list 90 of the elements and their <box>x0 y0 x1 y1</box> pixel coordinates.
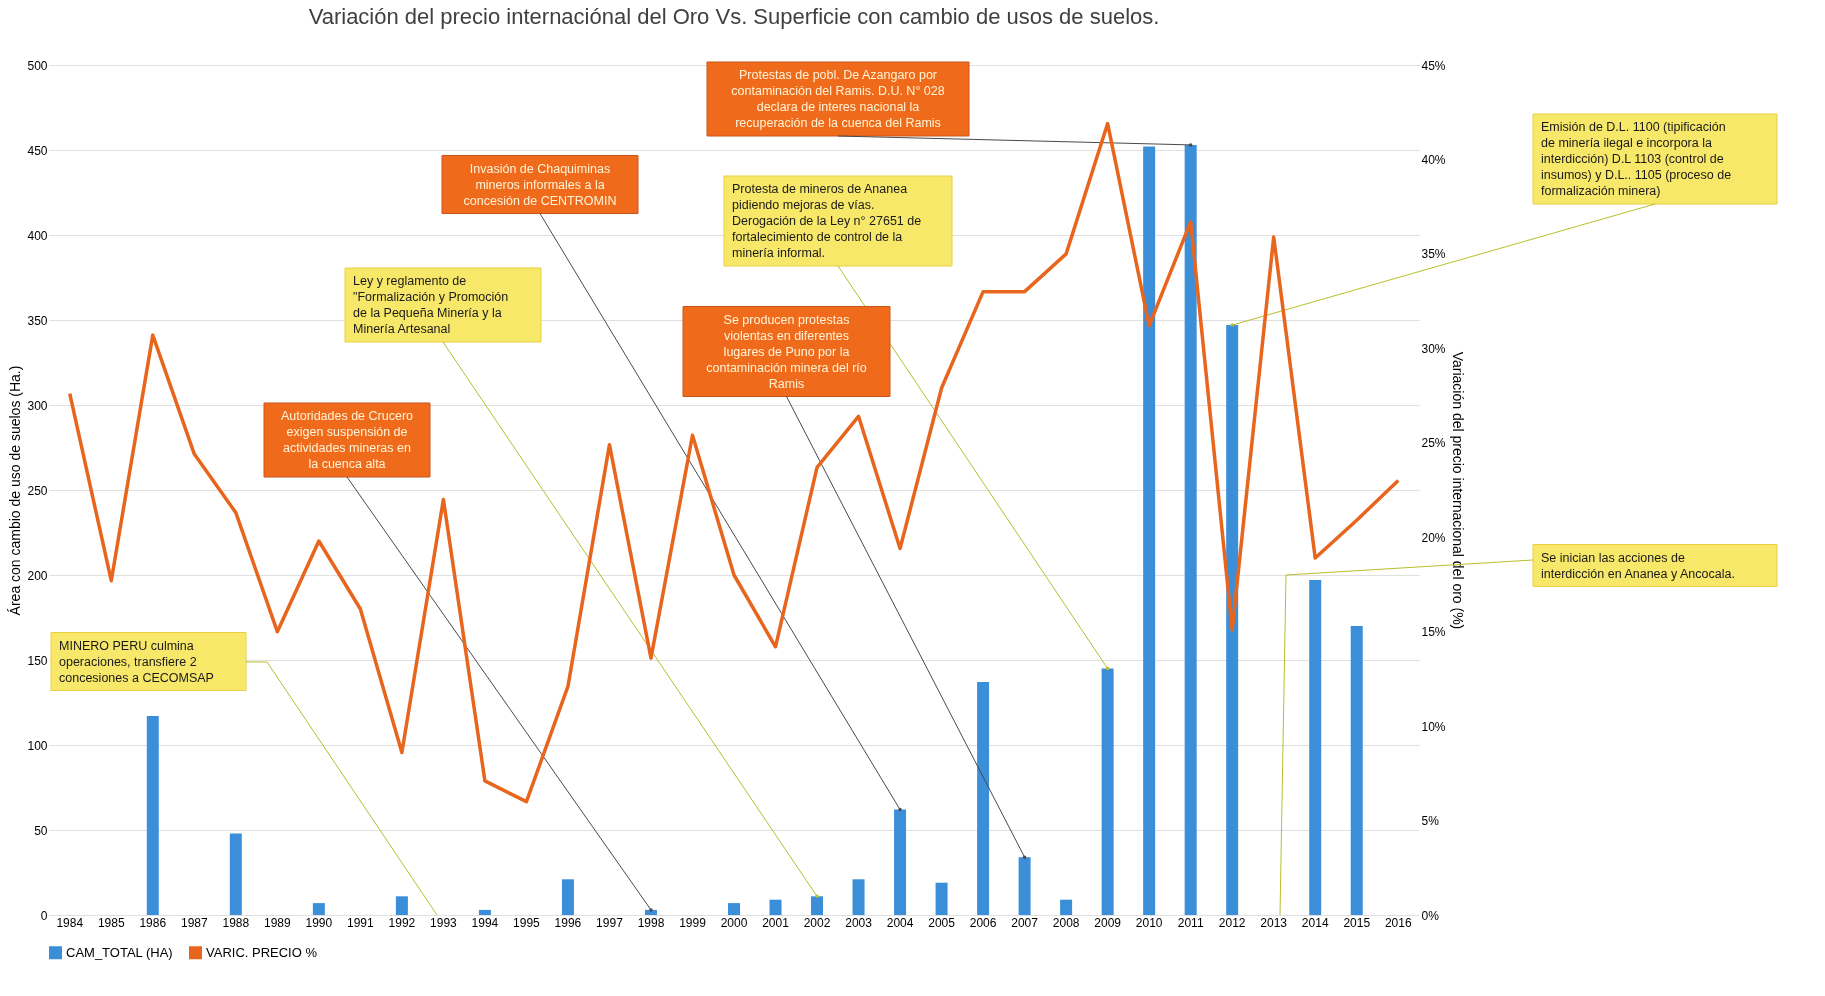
x-tick-label: 1985 <box>97 915 125 930</box>
y-tick-label: 100 <box>27 738 48 753</box>
bar <box>312 903 325 915</box>
y-tick-label: 150 <box>27 653 48 668</box>
bar <box>146 716 159 915</box>
x-tick-label: 2002 <box>803 915 831 930</box>
y2-tick-label: 35% <box>1421 247 1446 262</box>
x-tick-label: 2012 <box>1218 915 1246 930</box>
annotation: Autoridades de Crucero exigen suspensión de actividades mineras en la cuenca alta <box>280 409 414 471</box>
bar <box>229 833 242 915</box>
legend-label: CAM_TOTAL (HA) <box>66 944 173 960</box>
y2-axis-title: Variación del precio internacional del oro (%) <box>1449 351 1466 630</box>
x-tick-label: 2010 <box>1135 915 1163 930</box>
x-tick-label: 1989 <box>263 915 291 930</box>
text: Se inician las acciones de interdicción en Ananea y Ancocala. <box>1541 550 1735 581</box>
bar <box>395 896 408 915</box>
bar <box>1018 857 1031 915</box>
y-tick-label: 200 <box>27 568 48 583</box>
bar <box>852 879 865 915</box>
y2-tick-label: 25% <box>1421 436 1446 451</box>
bar <box>728 903 740 915</box>
x-tick-label: 2004 <box>886 915 914 930</box>
x-tick-label: 1986 <box>139 915 167 930</box>
annotation: Protesta de mineros de Ananea pidiendo mejoras de vías. Derogación de la Ley n° 27651 de fortalecimiento de control de la minería informal. <box>732 182 922 260</box>
bar <box>977 682 990 915</box>
bar <box>644 909 657 915</box>
x-tick-label: 1992 <box>388 915 416 930</box>
x-tick-label: 1999 <box>679 915 707 930</box>
x-tick-label: 1987 <box>180 915 208 930</box>
bar <box>561 879 574 915</box>
bar <box>478 909 491 915</box>
y2-tick-label: 45% <box>1421 58 1446 73</box>
annotation: Se producen protestas violentas en diferentes lugares de Puno por la contaminación minera del río Ramis <box>706 312 867 391</box>
x-tick-label: 2011 <box>1177 915 1204 930</box>
x-tick-label: 2000 <box>720 915 748 930</box>
x-tick-label: 1993 <box>430 915 458 930</box>
bar <box>894 809 907 915</box>
x-tick-label: 2016 <box>1384 915 1412 930</box>
y2-tick-label: 0% <box>1421 908 1440 923</box>
annotation: MINERO PERU culmina operaciones, transfiere 2 concesiones a CECOMSAP <box>59 638 214 685</box>
legend-label: VARIC. PRECIO % <box>206 944 318 960</box>
x-tick-label: 2006 <box>969 915 997 930</box>
y-tick-label: 500 <box>27 58 48 73</box>
x-tick-label: 2015 <box>1343 915 1371 930</box>
x-tick-label: 1996 <box>554 915 582 930</box>
bar <box>1101 668 1114 915</box>
x-tick-label: 2005 <box>928 915 956 930</box>
bar <box>811 896 824 915</box>
bar <box>1350 626 1363 915</box>
y-tick-label: 0 <box>40 908 48 923</box>
x-tick-label: 1997 <box>596 915 624 930</box>
bar <box>1060 899 1073 915</box>
x-tick-label: 2003 <box>845 915 873 930</box>
x-tick-label: 1995 <box>513 915 541 930</box>
bar <box>1143 146 1156 915</box>
annotation: Ley y reglamento de "Formalización y Promoción de la Pequeña Minería y la Minería Artesanal <box>353 274 509 336</box>
x-tick-label: 1988 <box>222 915 250 930</box>
bar <box>769 899 782 915</box>
bar <box>1309 580 1322 915</box>
x-tick-label: 1990 <box>305 915 333 930</box>
x-tick-label: 2013 <box>1260 915 1288 930</box>
y2-tick-label: 5% <box>1421 814 1440 829</box>
bar <box>1184 144 1197 915</box>
y-axis-title: Área con cambio de uso de suelos (Ha.) <box>7 365 24 616</box>
y-tick-label: 450 <box>27 143 48 158</box>
annotation: Emisión de D.L. 1100 (tipificación de minería ilegal e incorpora la interdicción) D.L 1103 (control de insumos) y D.L.. 1105 (proceso de formalización minera) <box>1541 120 1732 198</box>
y2-tick-label: 40% <box>1421 152 1446 167</box>
y2-tick-label: 15% <box>1421 625 1446 640</box>
y-tick-label: 400 <box>27 228 48 243</box>
x-tick-label: 1994 <box>471 915 499 930</box>
x-tick-label: 2014 <box>1301 915 1329 930</box>
x-tick-label: 2001 <box>762 915 790 930</box>
bar <box>935 882 948 915</box>
x-tick-label: 2008 <box>1052 915 1080 930</box>
y-tick-label: 50 <box>34 823 48 838</box>
y2-tick-label: 30% <box>1421 341 1446 356</box>
y-tick-label: 250 <box>27 483 48 498</box>
y-tick-label: 300 <box>27 398 48 413</box>
x-tick-label: 2007 <box>1011 915 1039 930</box>
bar <box>1226 325 1239 915</box>
chart-title: Variación del precio internaciónal del Oro Vs. Superficie con cambio de usos de suelos. <box>308 4 1160 29</box>
x-tick-label: 2009 <box>1094 915 1122 930</box>
x-tick-label: 1998 <box>637 915 665 930</box>
x-tick-label: 1991 <box>347 915 375 930</box>
annotation: Protestas de pobl. De Azangaro por contaminación del Ramis. D.U. N° 028 declara de interes nacional la recuperación de la cuenca del Ramis <box>731 68 945 130</box>
y2-tick-label: 20% <box>1421 530 1446 545</box>
x-tick-label: 1984 <box>56 915 84 930</box>
y-tick-label: 350 <box>27 313 48 328</box>
annotation: Invasión de Chaquiminas mineros informales a la concesión de CENTROMIN <box>463 161 617 208</box>
y2-tick-label: 10% <box>1421 719 1446 734</box>
